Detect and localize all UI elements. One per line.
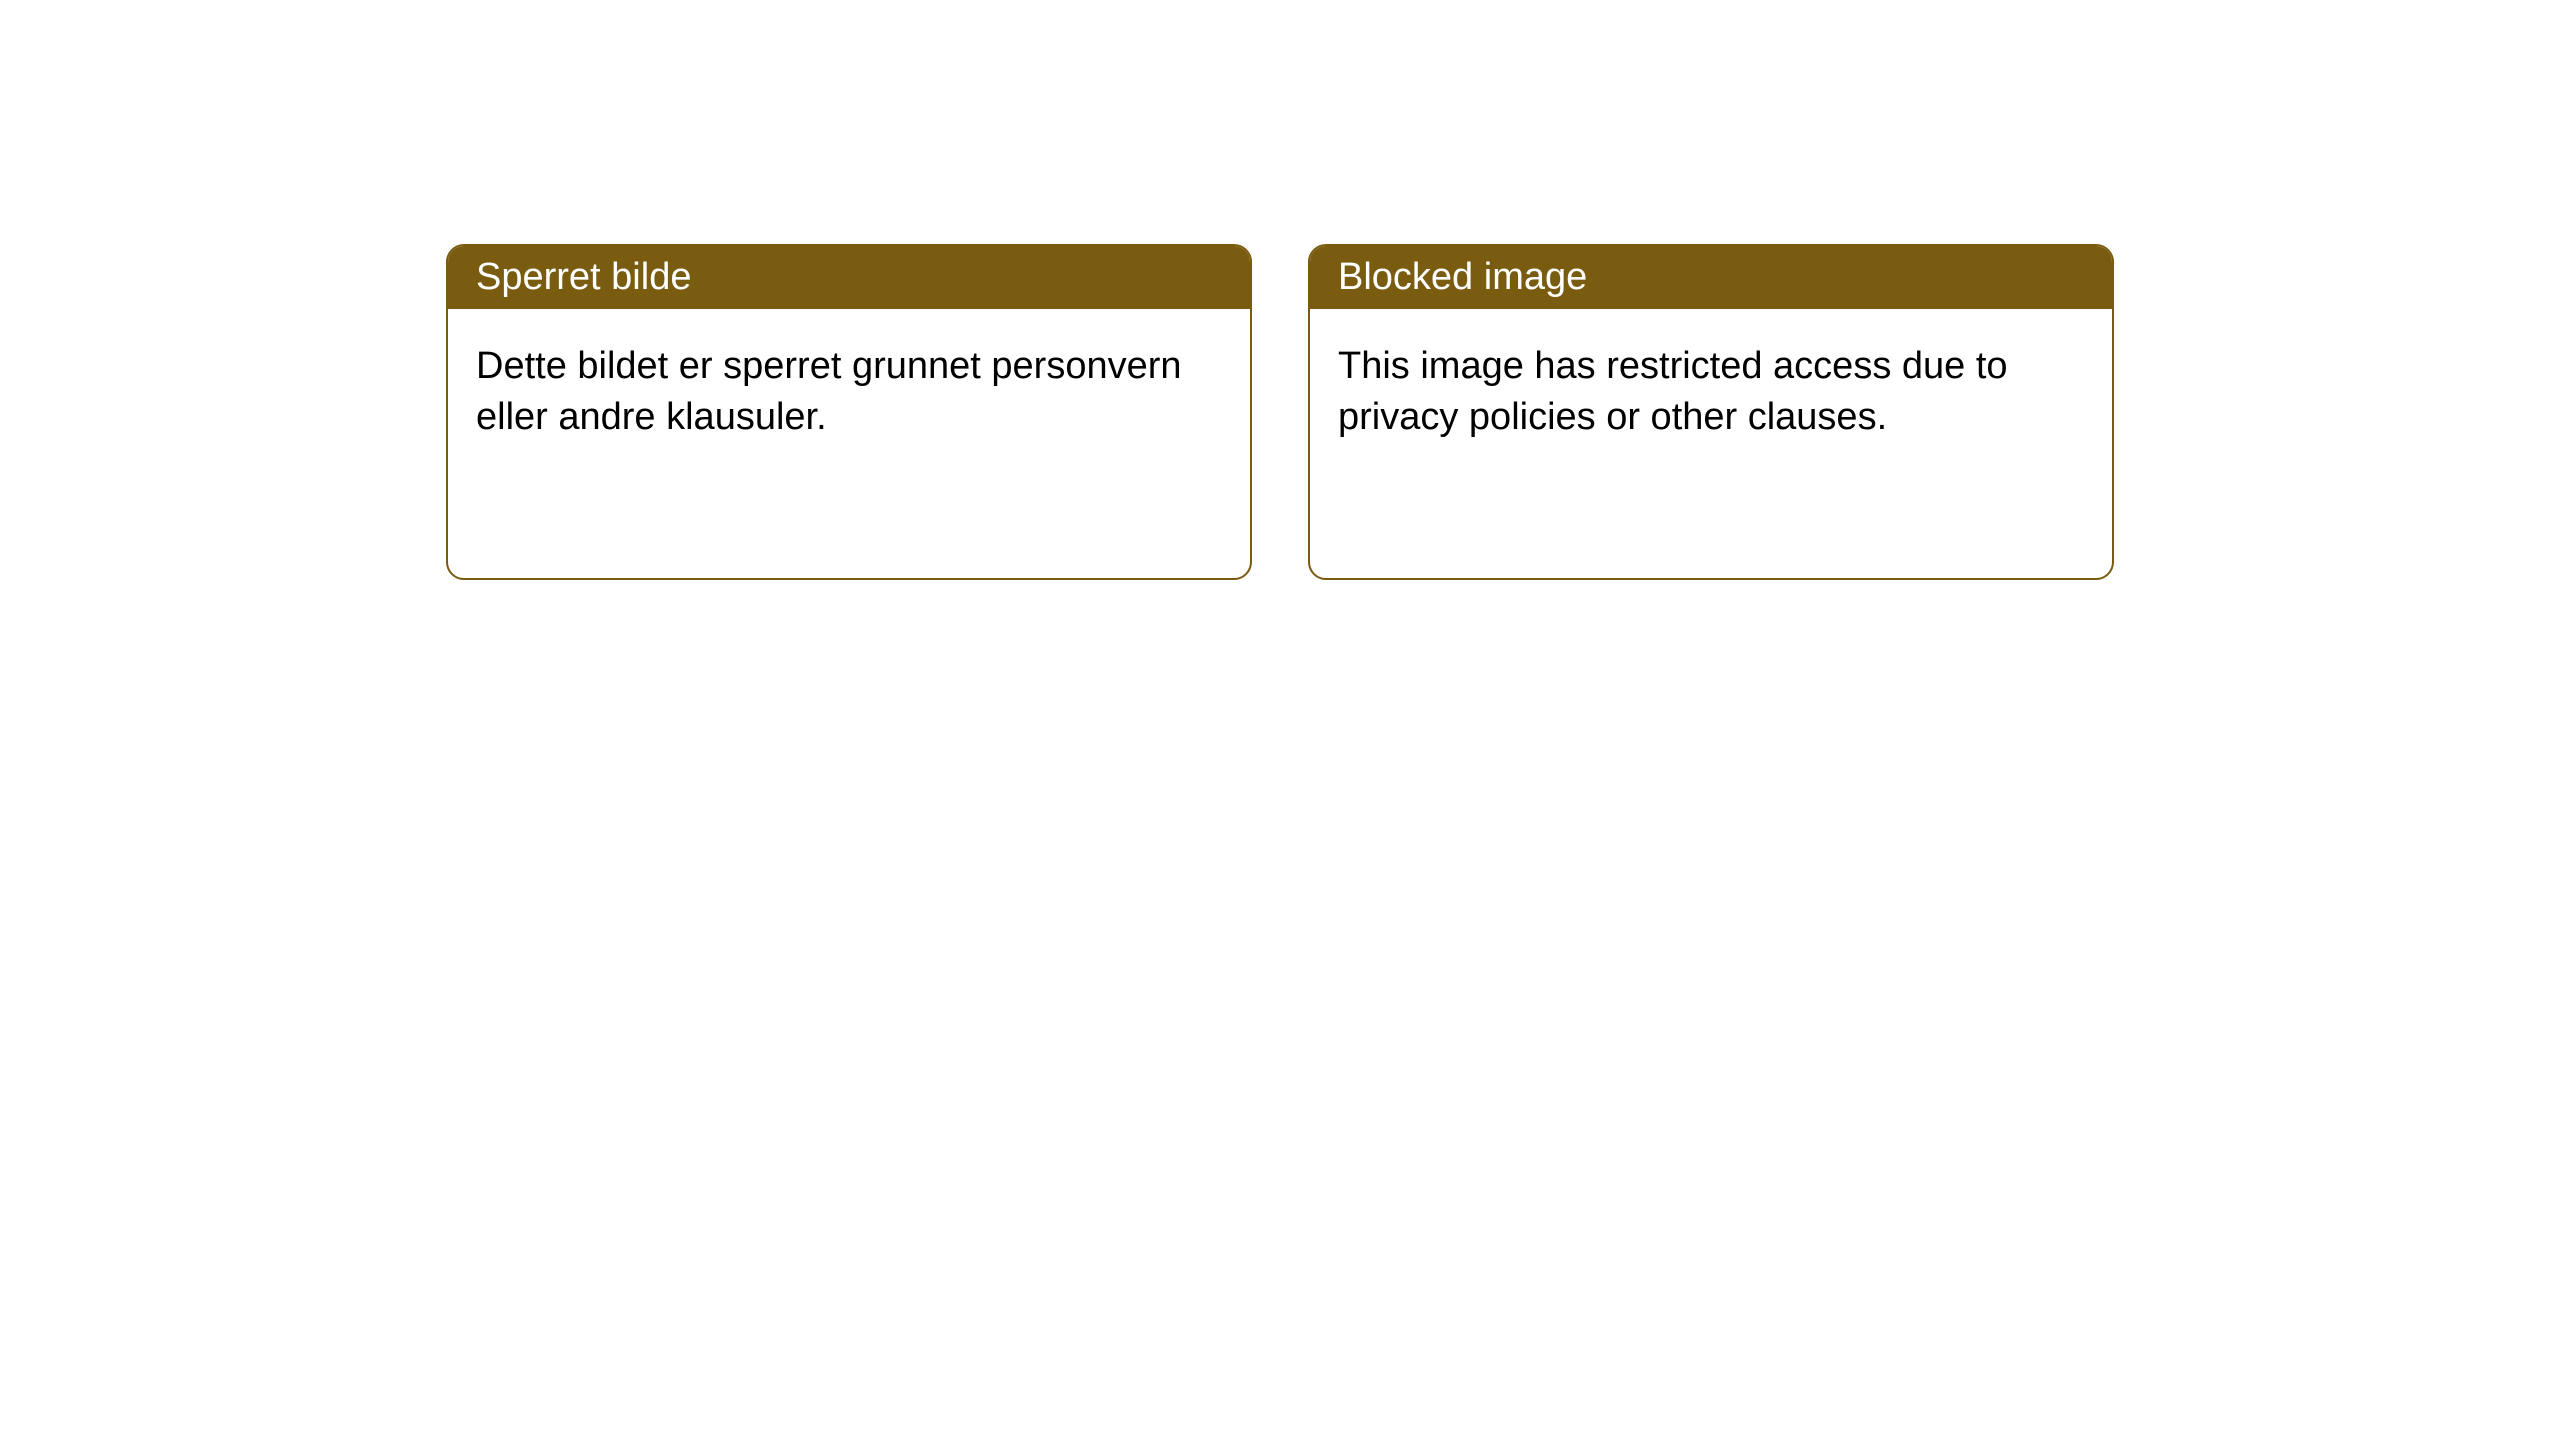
notice-body: This image has restricted access due to … (1310, 309, 2112, 476)
notice-body-text: Dette bildet er sperret grunnet personve… (476, 345, 1182, 438)
notice-header: Blocked image (1310, 246, 2112, 309)
notice-title: Blocked image (1338, 256, 1587, 298)
notice-box-english: Blocked image This image has restricted … (1308, 244, 2114, 580)
notice-box-norwegian: Sperret bilde Dette bildet er sperret gr… (446, 244, 1252, 580)
notice-header: Sperret bilde (448, 246, 1250, 309)
notice-body-text: This image has restricted access due to … (1338, 345, 2008, 438)
notice-container: Sperret bilde Dette bildet er sperret gr… (0, 0, 2560, 580)
notice-title: Sperret bilde (476, 256, 691, 298)
notice-body: Dette bildet er sperret grunnet personve… (448, 309, 1250, 476)
